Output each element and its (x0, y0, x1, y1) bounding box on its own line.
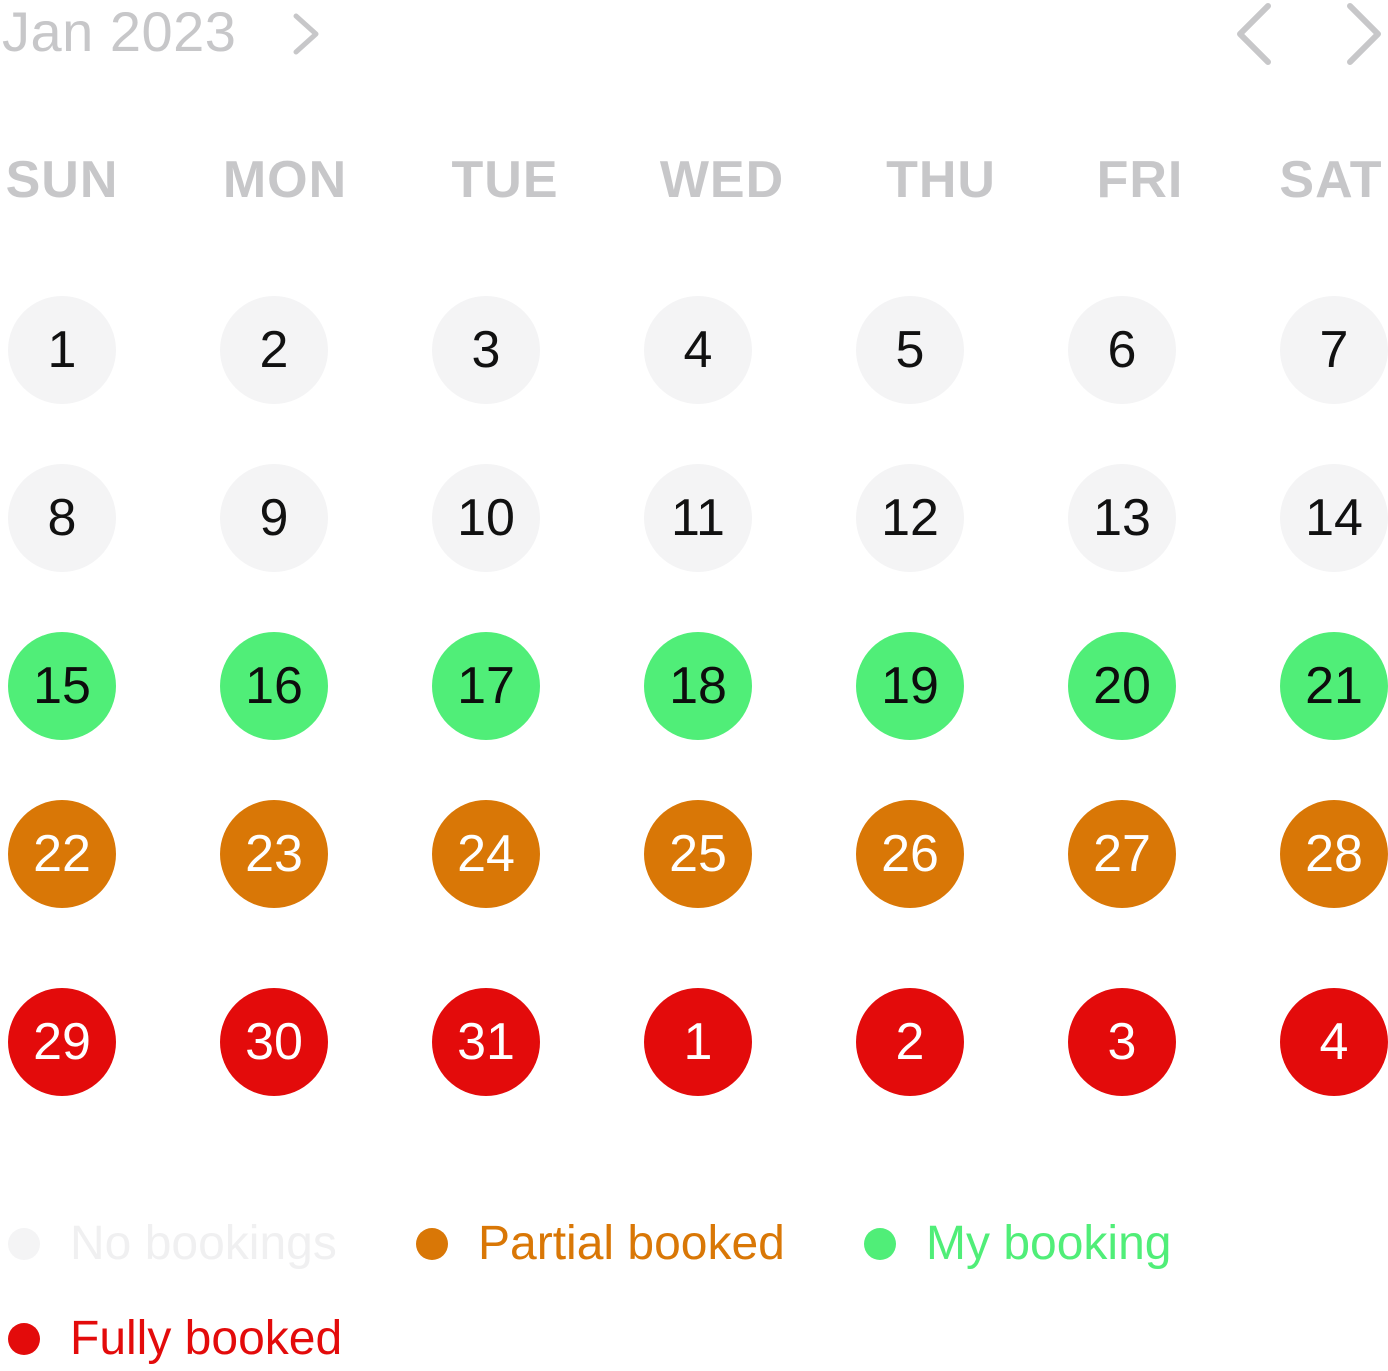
calendar-day[interactable]: 21 (1280, 632, 1388, 740)
calendar-day[interactable]: 4 (1280, 988, 1388, 1096)
month-picker-chevron-icon[interactable] (290, 12, 324, 56)
calendar-day[interactable]: 22 (8, 800, 116, 908)
calendar-day[interactable]: 7 (1280, 296, 1388, 404)
calendar-day[interactable]: 6 (1068, 296, 1176, 404)
legend-dot-icon (864, 1228, 896, 1260)
weekday-tue: TUE (451, 151, 559, 209)
calendar-day[interactable]: 19 (856, 632, 964, 740)
calendar-day[interactable]: 25 (644, 800, 752, 908)
calendar-day[interactable]: 18 (644, 632, 752, 740)
calendar-day[interactable]: 24 (432, 800, 540, 908)
weekday-sun: SUN (5, 151, 119, 209)
calendar-day[interactable]: 8 (8, 464, 116, 572)
calendar-day[interactable]: 2 (856, 988, 964, 1096)
legend-item-none: No bookings (8, 1212, 337, 1276)
next-month-button[interactable] (1342, 2, 1386, 66)
calendar-day[interactable]: 20 (1068, 632, 1176, 740)
calendar-day[interactable]: 13 (1068, 464, 1176, 572)
calendar-day[interactable]: 12 (856, 464, 964, 572)
legend-dot-icon (416, 1228, 448, 1260)
month-label[interactable]: Jan 2023 (2, 0, 237, 63)
weekday-wed: WED (659, 151, 785, 209)
calendar-day[interactable]: 1 (644, 988, 752, 1096)
weekday-sat: SAT (1279, 151, 1383, 209)
calendar-day[interactable]: 10 (432, 464, 540, 572)
legend-item-mine: My booking (864, 1212, 1171, 1276)
calendar-day[interactable]: 9 (220, 464, 328, 572)
weekday-fri: FRI (1096, 151, 1184, 209)
calendar-day[interactable]: 28 (1280, 800, 1388, 908)
legend-dot-icon (8, 1228, 40, 1260)
calendar-day[interactable]: 3 (1068, 988, 1176, 1096)
calendar-day[interactable]: 23 (220, 800, 328, 908)
calendar-day[interactable]: 15 (8, 632, 116, 740)
legend-label: Partial booked (478, 1217, 785, 1270)
legend-label: My booking (926, 1217, 1172, 1270)
weekday-thu: THU (886, 151, 996, 209)
calendar-day[interactable]: 2 (220, 296, 328, 404)
calendar-day[interactable]: 5 (856, 296, 964, 404)
calendar-header: Jan 2023 (0, 0, 1388, 70)
legend-dot-icon (8, 1323, 40, 1355)
calendar-day[interactable]: 11 (644, 464, 752, 572)
previous-month-button[interactable] (1232, 2, 1276, 66)
legend-label: Fully booked (70, 1312, 343, 1365)
calendar-day[interactable]: 17 (432, 632, 540, 740)
calendar-day[interactable]: 31 (432, 988, 540, 1096)
legend-label: No bookings (70, 1217, 337, 1270)
legend-item-partial: Partial booked (416, 1212, 785, 1276)
calendar-day[interactable]: 4 (644, 296, 752, 404)
calendar-day[interactable]: 27 (1068, 800, 1176, 908)
calendar-day[interactable]: 3 (432, 296, 540, 404)
calendar-day[interactable]: 16 (220, 632, 328, 740)
calendar-day[interactable]: 29 (8, 988, 116, 1096)
legend-item-full: Fully booked (8, 1307, 342, 1371)
calendar-day[interactable]: 30 (220, 988, 328, 1096)
chevron-right-icon (1347, 3, 1381, 65)
calendar-day[interactable]: 14 (1280, 464, 1388, 572)
calendar-day[interactable]: 1 (8, 296, 116, 404)
weekday-mon: MON (222, 151, 348, 209)
calendar-day[interactable]: 26 (856, 800, 964, 908)
chevron-left-icon (1237, 3, 1271, 65)
